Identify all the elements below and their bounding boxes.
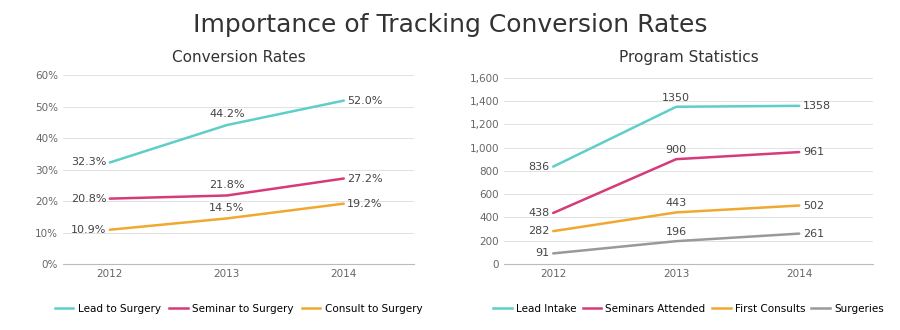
Legend: Lead Intake, Seminars Attended, First Consults, Surgeries: Lead Intake, Seminars Attended, First Co…: [489, 300, 888, 318]
Text: 21.8%: 21.8%: [209, 180, 245, 190]
Text: 10.9%: 10.9%: [71, 225, 106, 235]
Text: 900: 900: [666, 145, 687, 155]
Text: 32.3%: 32.3%: [71, 157, 106, 168]
Text: 443: 443: [666, 198, 687, 208]
Text: 961: 961: [803, 147, 824, 157]
Text: 196: 196: [666, 227, 687, 237]
Text: 19.2%: 19.2%: [347, 199, 382, 209]
Legend: Lead to Surgery, Seminar to Surgery, Consult to Surgery: Lead to Surgery, Seminar to Surgery, Con…: [50, 300, 427, 318]
Text: 27.2%: 27.2%: [347, 174, 382, 183]
Text: 52.0%: 52.0%: [347, 96, 382, 106]
Text: 836: 836: [528, 162, 550, 172]
Title: Conversion Rates: Conversion Rates: [172, 50, 305, 65]
Text: 20.8%: 20.8%: [71, 194, 106, 204]
Text: 1350: 1350: [662, 93, 690, 103]
Text: 438: 438: [528, 208, 550, 218]
Text: 282: 282: [528, 226, 550, 236]
Text: 91: 91: [536, 248, 550, 258]
Title: Program Statistics: Program Statistics: [618, 50, 759, 65]
Text: 44.2%: 44.2%: [209, 110, 245, 119]
Text: 1358: 1358: [803, 101, 831, 111]
Text: 14.5%: 14.5%: [209, 203, 245, 213]
Text: 261: 261: [803, 229, 824, 239]
Text: 502: 502: [803, 201, 824, 211]
Text: Importance of Tracking Conversion Rates: Importance of Tracking Conversion Rates: [193, 13, 707, 37]
